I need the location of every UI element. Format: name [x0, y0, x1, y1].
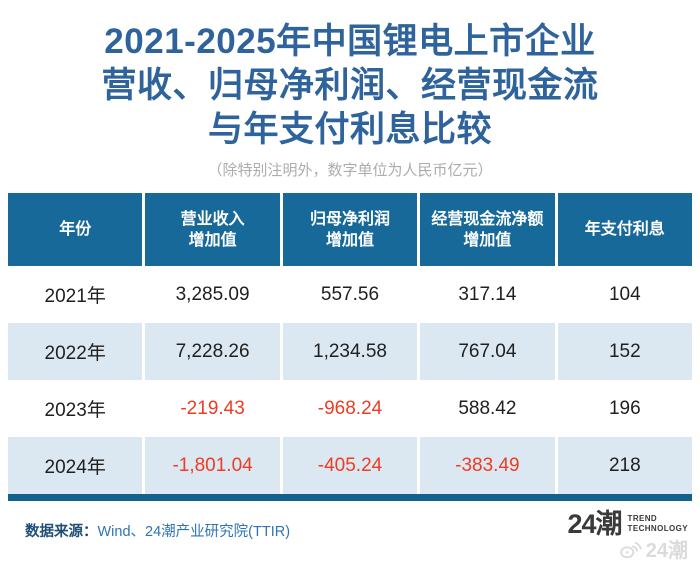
cell-interest: 104: [557, 266, 692, 323]
column-header-year: 年份: [8, 193, 143, 266]
cell-year: 2021年: [8, 266, 143, 323]
data-source-label: 数据来源：: [25, 524, 98, 540]
cell-net-profit: -405.24: [282, 437, 418, 494]
footer: 数据来源：Wind、24潮产业研究院(TTIR) 24潮 TREND TECHN…: [8, 503, 692, 563]
cell-cashflow: 317.14: [420, 266, 555, 323]
weibo-watermark: 24潮: [568, 534, 688, 563]
cell-cashflow: 588.42: [420, 380, 555, 437]
cell-interest: 152: [557, 323, 692, 380]
title-line-1: 2021-2025年中国锂电上市企业: [104, 22, 596, 61]
table-bottom-accent-bar: [8, 494, 692, 501]
cell-net-profit: 1,234.58: [282, 323, 418, 380]
column-header-annual-interest-paid: 年支付利息: [557, 193, 692, 266]
cell-net-profit: 557.56: [282, 266, 418, 323]
column-header-operating-cashflow-increase: 经营现金流净额 增加值: [420, 193, 555, 266]
cell-cashflow: -383.49: [420, 437, 555, 494]
data-source-value: Wind、24潮产业研究院(TTIR): [97, 524, 291, 540]
watermark-text: 24潮: [645, 540, 688, 562]
unit-note: （除特别注明外，数字单位为人民币亿元）: [207, 162, 493, 179]
cell-revenue: -1,801.04: [145, 437, 280, 494]
title-line-2: 营收、归母净利润、经营现金流: [101, 66, 599, 105]
brand-wordmark: 24潮: [567, 509, 623, 539]
cell-interest: 218: [557, 437, 692, 494]
table-row-2023: 2023年 -219.43 -968.24 588.42 196: [8, 380, 692, 437]
data-table: 年份 营业收入 增加值 归母净利润 增加值 经营现金流净额 增加值 年支付利息 …: [8, 193, 692, 501]
column-header-revenue-increase: 营业收入 增加值: [145, 193, 280, 266]
cell-cashflow: 767.04: [420, 323, 555, 380]
table-header-row: 年份 营业收入 增加值 归母净利润 增加值 经营现金流净额 增加值 年支付利息: [8, 193, 692, 266]
cell-year: 2023年: [8, 380, 143, 437]
brand-block: 24潮 TREND TECHNOLOGY 24潮: [568, 511, 689, 563]
table-row-2024: 2024年 -1,801.04 -405.24 -383.49 218: [8, 437, 692, 494]
table-row-2022: 2022年 7,228.26 1,234.58 767.04 152: [8, 323, 692, 380]
data-source: 数据来源：Wind、24潮产业研究院(TTIR): [25, 520, 290, 541]
cell-revenue: 7,228.26: [145, 323, 280, 380]
page-title: 2021-2025年中国锂电上市企业 营收、归母净利润、经营现金流 与年支付利息…: [0, 0, 700, 152]
cell-interest: 196: [557, 380, 692, 437]
brand-tagline: TREND TECHNOLOGY: [627, 514, 688, 533]
cell-revenue: -219.43: [145, 380, 280, 437]
title-line-3: 与年支付利息比较: [207, 110, 492, 149]
column-header-net-profit-increase: 归母净利润 增加值: [282, 193, 418, 266]
brand-logo: 24潮 TREND TECHNOLOGY: [567, 509, 689, 539]
weibo-icon: [619, 541, 642, 558]
cell-revenue: 3,285.09: [145, 266, 280, 323]
cell-net-profit: -968.24: [282, 380, 418, 437]
table-row-2021: 2021年 3,285.09 557.56 317.14 104: [8, 266, 692, 323]
cell-year: 2022年: [8, 323, 143, 380]
cell-year: 2024年: [8, 437, 143, 494]
